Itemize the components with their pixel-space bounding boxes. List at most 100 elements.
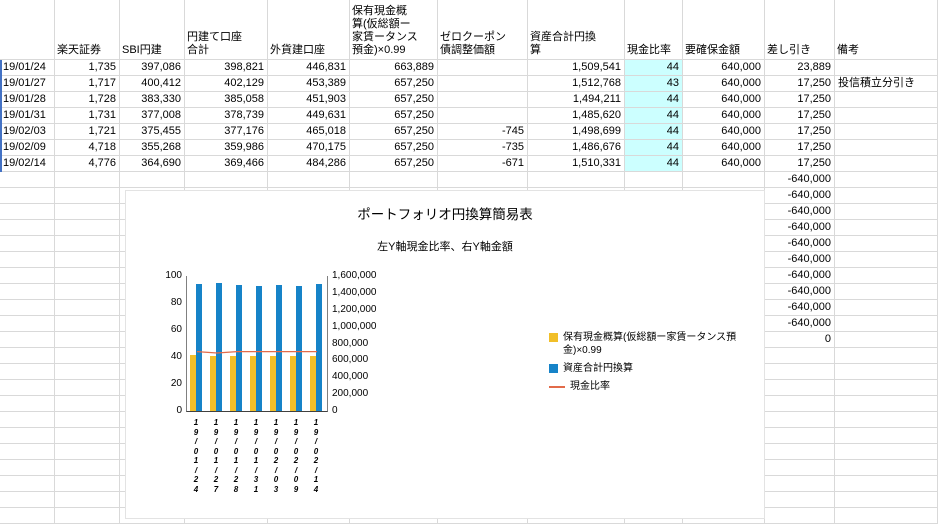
cell-r6-c8[interactable]: 1,486,676 [528,140,625,156]
empty-cell[interactable] [835,476,938,492]
cell-r4-c5[interactable]: 449,631 [268,108,350,124]
empty-cell[interactable] [835,172,938,188]
empty-cell[interactable] [55,220,120,236]
empty-cell[interactable] [835,444,938,460]
empty-cell[interactable] [55,380,120,396]
cell-r3-c4[interactable]: 385,058 [185,92,268,108]
empty-cell[interactable] [835,460,938,476]
column-header-9[interactable]: 要確保金額 [683,0,765,60]
column-header-11[interactable]: 備考 [835,0,938,60]
cell-r6-c5[interactable]: 470,175 [268,140,350,156]
cell-r2-c5[interactable]: 453,389 [268,76,350,92]
empty-cell[interactable] [55,364,120,380]
cell-r4-c1[interactable]: 19/01/31 [0,108,55,124]
cell-r1-c4[interactable]: 398,821 [185,60,268,76]
empty-cell[interactable] [765,444,835,460]
cell-r8-c11[interactable]: -640,000 [765,172,835,188]
empty-cell[interactable] [835,316,938,332]
empty-cell[interactable] [55,460,120,476]
cell-r5-c10[interactable]: 640,000 [683,124,765,140]
cell-r18-c11[interactable]: 0 [765,332,835,348]
cell-r1-c11[interactable]: 23,889 [765,60,835,76]
cell-r1-c3[interactable]: 397,086 [120,60,185,76]
cell-r7-c6[interactable]: 657,250 [350,156,438,172]
empty-cell[interactable] [55,476,120,492]
cell-r4-c3[interactable]: 377,008 [120,108,185,124]
empty-cell[interactable] [55,172,120,188]
empty-cell[interactable] [835,428,938,444]
cell-r3-c1[interactable]: 19/01/28 [0,92,55,108]
empty-cell[interactable] [835,508,938,524]
empty-cell[interactable] [55,444,120,460]
cell-r5-c3[interactable]: 375,455 [120,124,185,140]
cell-r14-c11[interactable]: -640,000 [765,268,835,284]
cell-r2-c3[interactable]: 400,412 [120,76,185,92]
empty-cell[interactable] [438,172,528,188]
empty-cell[interactable] [55,508,120,524]
empty-cell[interactable] [438,76,528,92]
empty-cell[interactable] [835,300,938,316]
empty-cell[interactable] [438,92,528,108]
empty-cell[interactable] [835,412,938,428]
cell-r6-c2[interactable]: 4,718 [55,140,120,156]
empty-cell[interactable] [0,508,55,524]
empty-cell[interactable] [765,412,835,428]
cell-r2-c1[interactable]: 19/01/27 [0,76,55,92]
cell-r5-c1[interactable]: 19/02/03 [0,124,55,140]
empty-cell[interactable] [55,316,120,332]
empty-cell[interactable] [0,252,55,268]
empty-cell[interactable] [55,236,120,252]
empty-cell[interactable] [0,476,55,492]
empty-cell[interactable] [765,460,835,476]
portfolio-chart[interactable]: ポートフォリオ円換算簡易表 左Y軸現金比率、右Y軸金額 保有現金概算(仮総額ー家… [125,190,765,519]
cell-r2-c6[interactable]: 657,250 [350,76,438,92]
empty-cell[interactable] [835,348,938,364]
empty-cell[interactable] [0,492,55,508]
cell-r13-c11[interactable]: -640,000 [765,252,835,268]
cell-r1-c9[interactable]: 44 [625,60,683,76]
empty-cell[interactable] [268,172,350,188]
column-header-1[interactable]: 楽天証券 [55,0,120,60]
empty-cell[interactable] [835,332,938,348]
cell-r6-c7[interactable]: -735 [438,140,528,156]
cell-r7-c3[interactable]: 364,690 [120,156,185,172]
empty-cell[interactable] [835,60,938,76]
cell-r11-c11[interactable]: -640,000 [765,220,835,236]
empty-cell[interactable] [55,300,120,316]
cell-r17-c11[interactable]: -640,000 [765,316,835,332]
empty-cell[interactable] [0,428,55,444]
empty-cell[interactable] [765,476,835,492]
cell-r7-c5[interactable]: 484,286 [268,156,350,172]
cell-r2-c8[interactable]: 1,512,768 [528,76,625,92]
cell-r5-c8[interactable]: 1,498,699 [528,124,625,140]
cell-r4-c6[interactable]: 657,250 [350,108,438,124]
empty-cell[interactable] [625,172,683,188]
cell-r2-c11[interactable]: 17,250 [765,76,835,92]
cell-r3-c2[interactable]: 1,728 [55,92,120,108]
empty-cell[interactable] [835,236,938,252]
empty-cell[interactable] [55,396,120,412]
empty-cell[interactable] [835,252,938,268]
empty-cell[interactable] [528,172,625,188]
cell-r4-c4[interactable]: 378,739 [185,108,268,124]
cell-r6-c3[interactable]: 355,268 [120,140,185,156]
cell-r3-c9[interactable]: 44 [625,92,683,108]
empty-cell[interactable] [835,284,938,300]
empty-cell[interactable] [0,172,55,188]
cell-r3-c8[interactable]: 1,494,211 [528,92,625,108]
column-header-10[interactable]: 差し引き [765,0,835,60]
empty-cell[interactable] [0,396,55,412]
empty-cell[interactable] [835,380,938,396]
empty-cell[interactable] [0,380,55,396]
empty-cell[interactable] [0,236,55,252]
column-header-2[interactable]: SBI円建 [120,0,185,60]
column-header-0[interactable] [0,0,55,60]
cell-r7-c7[interactable]: -671 [438,156,528,172]
empty-cell[interactable] [55,284,120,300]
empty-cell[interactable] [350,172,438,188]
column-header-4[interactable]: 外貨建口座 [268,0,350,60]
empty-cell[interactable] [765,380,835,396]
empty-cell[interactable] [0,460,55,476]
cell-r7-c8[interactable]: 1,510,331 [528,156,625,172]
empty-cell[interactable] [55,252,120,268]
